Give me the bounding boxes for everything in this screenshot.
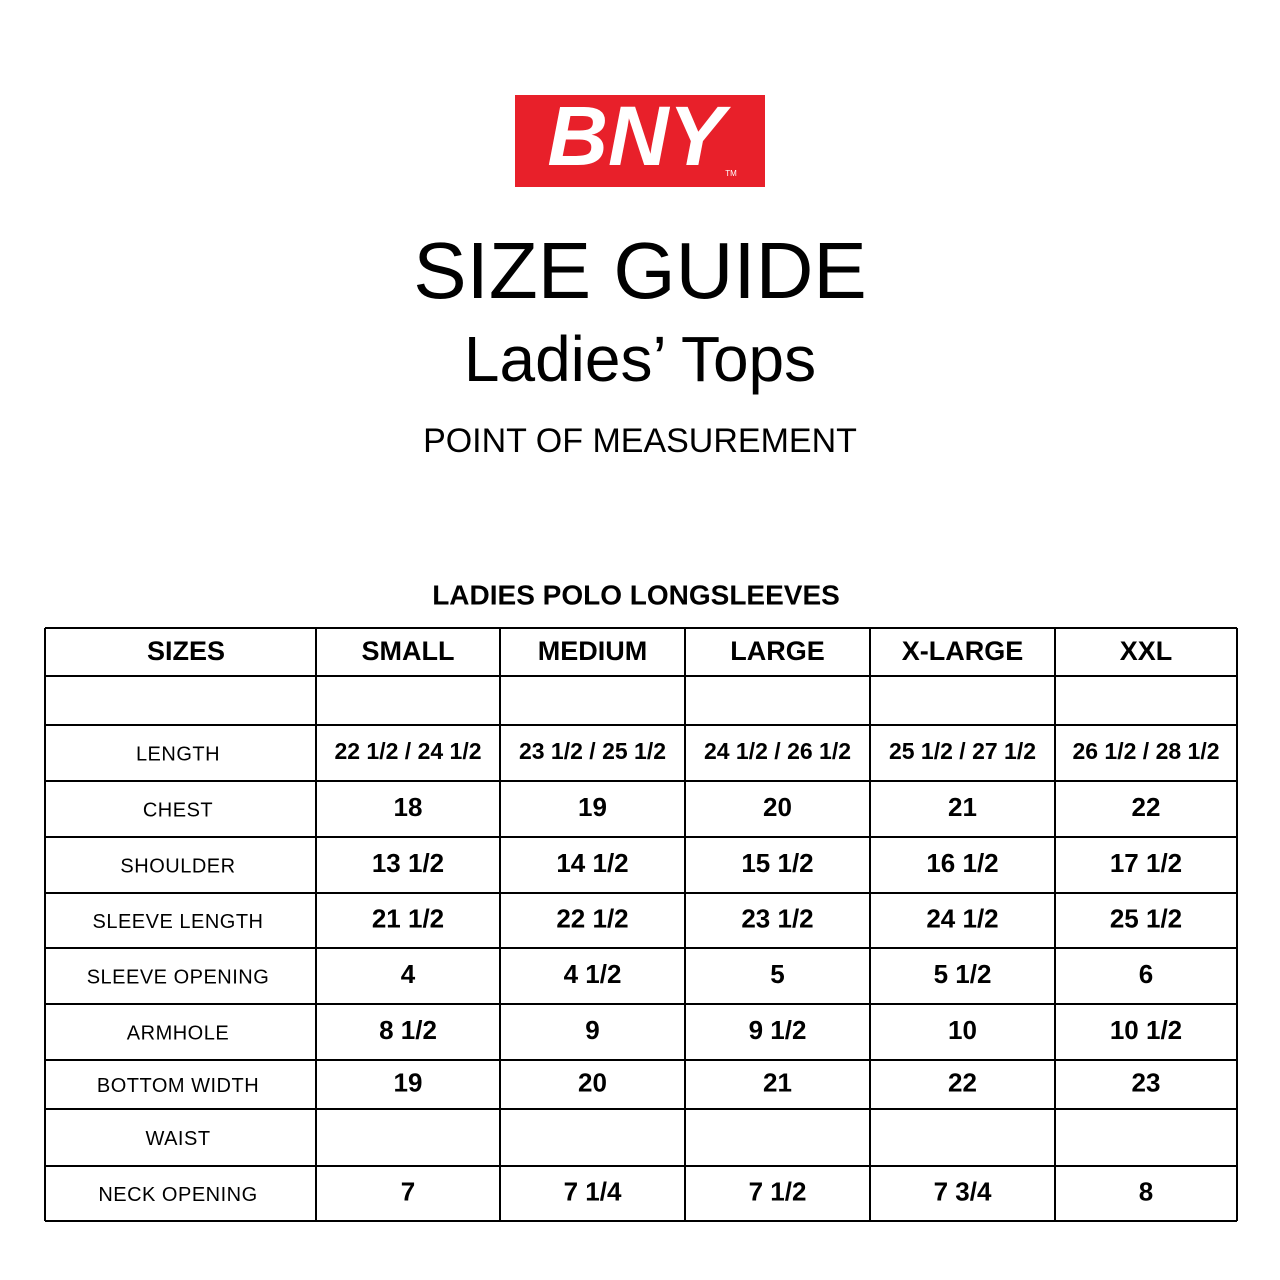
column-header: LARGE	[730, 636, 825, 666]
row-label: NECK OPENING	[98, 1184, 257, 1206]
cell-value: 21	[948, 792, 977, 822]
column-header: XXL	[1120, 636, 1173, 666]
row-label: SLEEVE OPENING	[87, 966, 270, 988]
cell-value: 24 1/2 / 26 1/2	[704, 738, 851, 764]
row-label: WAIST	[145, 1128, 210, 1150]
cell-value: 26 1/2 / 28 1/2	[1072, 738, 1219, 764]
cell-value: 4	[401, 959, 416, 989]
row-label: SHOULDER	[120, 855, 235, 877]
cell-value: 25 1/2	[1110, 903, 1182, 933]
cell-value: 5	[770, 959, 784, 989]
column-header: SIZES	[147, 636, 225, 666]
cell-value: 23 1/2 / 25 1/2	[519, 738, 666, 764]
section-heading: POINT OF MEASUREMENT	[423, 422, 857, 460]
cell-value: 7 1/2	[749, 1176, 807, 1206]
cell-value: 7 3/4	[934, 1176, 992, 1206]
cell-value: 21	[763, 1067, 792, 1097]
cell-value: 21 1/2	[372, 903, 444, 933]
cell-value: 25 1/2 / 27 1/2	[889, 738, 1036, 764]
cell-value: 16 1/2	[926, 848, 998, 878]
cell-value: 17 1/2	[1110, 848, 1182, 878]
cell-value: 22 1/2 / 24 1/2	[334, 738, 481, 764]
logo-box	[515, 95, 765, 187]
row-label: LENGTH	[136, 743, 220, 765]
cell-value: 9 1/2	[749, 1015, 807, 1045]
table-title: LADIES POLO LONGSLEEVES	[432, 579, 840, 610]
cell-value: 18	[394, 792, 423, 822]
cell-value: 22 1/2	[556, 903, 628, 933]
logo-trademark: TM	[725, 169, 737, 178]
cell-value: 20	[578, 1067, 607, 1097]
row-label: BOTTOM WIDTH	[97, 1075, 259, 1097]
cell-value: 7	[401, 1176, 415, 1206]
cell-value: 8	[1139, 1176, 1153, 1206]
row-label: ARMHOLE	[127, 1022, 229, 1044]
column-header: SMALL	[362, 636, 455, 666]
cell-value: 5 1/2	[934, 959, 992, 989]
row-label: CHEST	[143, 799, 213, 821]
cell-value: 23 1/2	[741, 903, 813, 933]
cell-value: 22	[1132, 792, 1161, 822]
cell-value: 7 1/4	[564, 1176, 622, 1206]
cell-value: 13 1/2	[372, 848, 444, 878]
cell-value: 15 1/2	[741, 848, 813, 878]
size-table: SIZES SMALL MEDIUM LARGE X-LARGE XXL LENGTH 22 …	[44, 627, 1238, 1222]
cell-value: 9	[585, 1015, 599, 1045]
cell-value: 20	[763, 792, 792, 822]
cell-value: 24 1/2	[926, 903, 998, 933]
cell-value: 19	[394, 1067, 423, 1097]
cell-value: 22	[948, 1067, 977, 1097]
cell-value: 14 1/2	[556, 848, 628, 878]
cell-value: 4 1/2	[564, 959, 622, 989]
cell-value: 8 1/2	[379, 1015, 437, 1045]
cell-value: 10 1/2	[1110, 1015, 1182, 1045]
column-header: MEDIUM	[538, 636, 648, 666]
column-header: X-LARGE	[902, 636, 1024, 666]
cell-value: 10	[948, 1015, 977, 1045]
subtitle: Ladies’ Tops	[464, 323, 816, 395]
row-label: SLEEVE LENGTH	[92, 911, 263, 933]
cell-value: 23	[1132, 1067, 1161, 1097]
cell-value: 6	[1139, 959, 1153, 989]
cell-value: 19	[578, 792, 607, 822]
logo-text: BNY	[547, 89, 731, 183]
title: SIZE GUIDE	[413, 226, 866, 315]
